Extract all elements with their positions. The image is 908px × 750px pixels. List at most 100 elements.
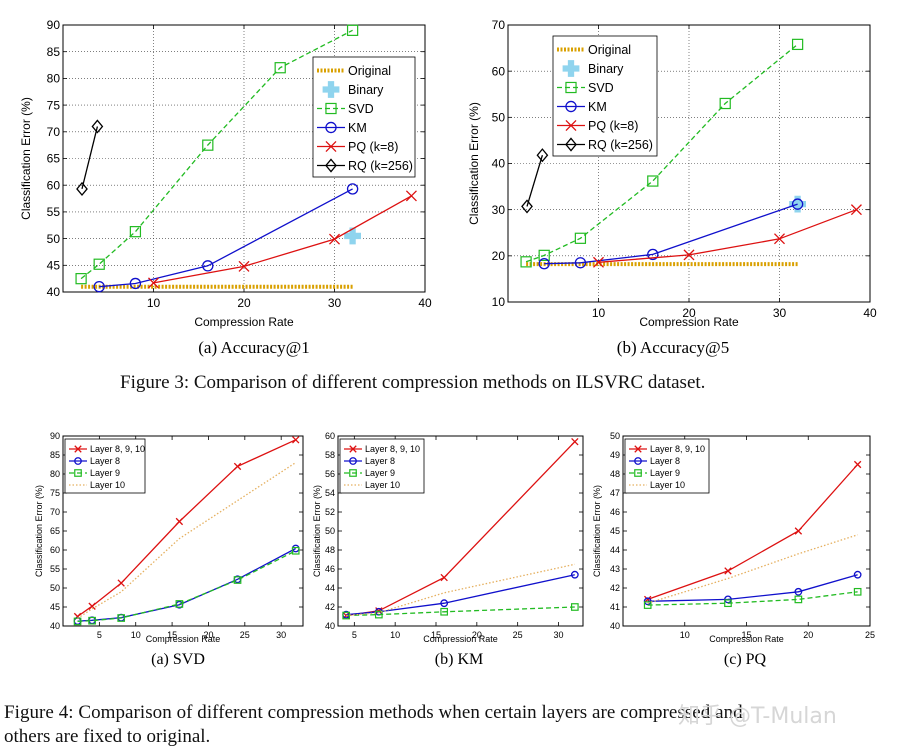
series-svd (75, 24, 359, 285)
series-line (647, 534, 858, 604)
x-tick-label: 5 (352, 630, 357, 640)
data-point (202, 260, 214, 272)
y-tick-label: 65 (50, 526, 60, 536)
figure4-caption-line2: others are fixed to original. (4, 726, 211, 747)
data-point (175, 517, 184, 526)
series-binary (344, 227, 361, 245)
data-point (647, 248, 659, 261)
legend-swatch-marker (325, 158, 337, 173)
y-tick-label: 90 (50, 431, 60, 441)
data-point (719, 97, 731, 110)
x-tick-label: 20 (803, 630, 813, 640)
series-km (538, 198, 804, 270)
legend-swatch-marker (325, 102, 337, 115)
series-layer-10 (77, 462, 297, 619)
legend-label: Layer 10 (365, 480, 400, 490)
x-tick-label: 25 (865, 630, 875, 640)
data-point (440, 607, 449, 616)
y-tick-label: 48 (610, 469, 620, 479)
series-layer-8 (643, 570, 862, 606)
series-line (647, 591, 858, 606)
series-layer-9 (643, 587, 862, 609)
data-point (440, 573, 448, 582)
data-point (291, 544, 300, 553)
series-layer-10 (346, 563, 575, 617)
series-line (77, 462, 297, 619)
legend-swatch-marker (349, 469, 357, 477)
series-line (77, 547, 297, 622)
legend-label: Binary (348, 83, 384, 97)
y-tick-label: 49 (610, 450, 620, 460)
x-tick-label: 30 (328, 296, 342, 310)
y-tick-label: 40 (50, 621, 60, 631)
legend-label: Layer 8 (365, 456, 395, 466)
y-axis-label: Classification Error (%) (34, 485, 44, 577)
legend-label: KM (588, 100, 607, 114)
y-tick-label: 42 (325, 602, 335, 612)
legend-swatch-marker (325, 141, 337, 152)
data-point (329, 233, 340, 245)
x-tick-label: 15 (431, 630, 441, 640)
data-point (202, 139, 214, 151)
x-tick-label: 40 (863, 306, 877, 320)
chart-3: 5 10 15 20 25 30 40 45 50 55 60 65 70 75 80 85 90 Compres… (34, 431, 304, 668)
data-point (117, 614, 126, 622)
x-tick-label: 15 (741, 630, 751, 640)
legend-box (312, 56, 416, 178)
watermark: 知乎 @T-Mulan (678, 704, 837, 729)
y-tick-label: 85 (50, 450, 60, 460)
legend-swatch-marker (565, 120, 577, 131)
x-tick-label: 30 (553, 630, 563, 640)
series-line (77, 550, 296, 623)
y-tick-label: 30 (492, 203, 506, 217)
legend-label: Binary (588, 62, 624, 76)
data-point (571, 438, 579, 446)
data-point (521, 199, 533, 214)
legend-swatch-marker (562, 60, 580, 77)
legend-label: PQ (k=8) (588, 119, 638, 133)
y-tick-label: 50 (610, 431, 620, 441)
x-tick-label: 20 (237, 296, 251, 310)
legend-swatch-marker (634, 469, 642, 477)
legend-swatch-marker (349, 457, 357, 465)
data-point (91, 119, 104, 134)
y-axis-label: Classification Error (%) (592, 485, 602, 577)
y-tick-label: 43 (610, 564, 620, 574)
data-point (117, 579, 125, 587)
data-point (538, 257, 550, 270)
data-point (794, 595, 803, 604)
data-point (93, 258, 105, 270)
y-tick-label: 42 (610, 583, 620, 593)
y-tick-label: 60 (50, 545, 60, 555)
y-axis-label: Classification Error (%) (467, 102, 481, 225)
data-point (274, 62, 286, 74)
data-point (593, 256, 604, 268)
x-tick-label: 25 (513, 630, 523, 640)
x-tick-label: 15 (167, 630, 177, 640)
legend-swatch-marker (349, 445, 357, 453)
data-point (344, 227, 361, 245)
series-line (80, 29, 353, 280)
series-line (346, 606, 575, 617)
x-axis-label: Compression Rate (709, 634, 784, 644)
data-point (774, 233, 785, 245)
y-tick-label: 52 (325, 507, 335, 517)
data-point (88, 616, 96, 625)
legend-label: Layer 9 (90, 468, 120, 478)
y-tick-label: 75 (47, 98, 61, 112)
legend: Layer 8, 9, 10 Layer 8 Layer 9 Layer 10 (64, 438, 146, 494)
legend-swatch-marker (565, 137, 577, 152)
series-line (153, 195, 412, 284)
data-point (175, 600, 184, 608)
y-tick-label: 60 (492, 64, 506, 78)
legend-swatch-marker (74, 445, 82, 453)
series-layer-8-9-10 (644, 460, 862, 604)
legend: Original Binary SVD KM PQ (k=8) RQ (k=256) (552, 35, 658, 157)
series-line (647, 464, 859, 601)
data-point (374, 610, 383, 619)
data-point (88, 602, 96, 610)
subfigure-caption: (b) Accuracy@5 (617, 338, 729, 357)
y-tick-label: 70 (50, 507, 60, 517)
y-tick-label: 50 (50, 583, 60, 593)
